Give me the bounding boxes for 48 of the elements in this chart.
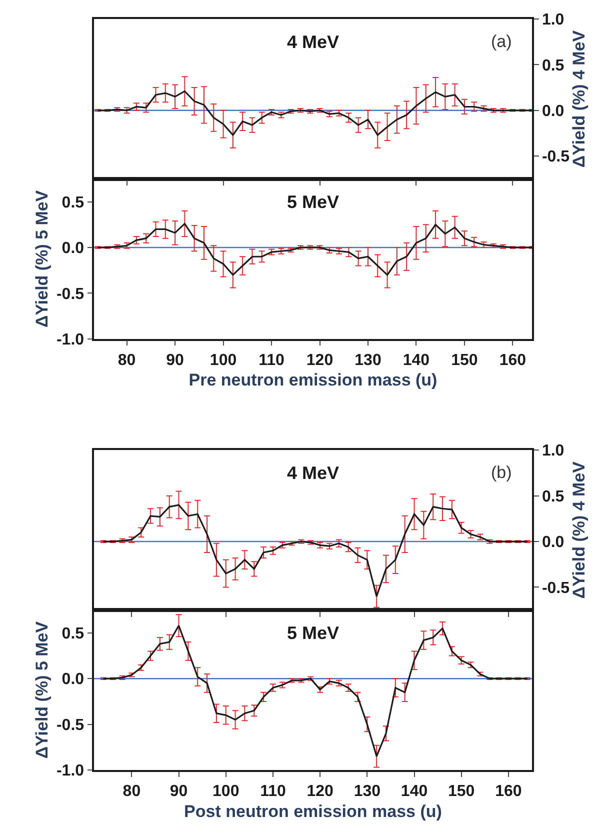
x-tick-label: 120	[306, 352, 334, 369]
x-tick-label: 150	[451, 352, 478, 369]
y2-tick-label: 0.5	[542, 488, 564, 506]
y2-tick-label: 1.0	[542, 12, 564, 29]
annotation: (b)	[491, 463, 512, 482]
y2-tick-label: 0.5	[542, 57, 564, 74]
x-tick-label: 130	[354, 782, 381, 800]
x-tick-label: 80	[122, 782, 141, 800]
y-axis-title: ΔYield (%) 5 MeV	[32, 190, 52, 328]
x-tick-label: 110	[260, 782, 286, 800]
line-series	[102, 624, 528, 758]
x-tick-label: 140	[402, 352, 430, 369]
y2-tick-label: 1.0	[542, 442, 564, 460]
y-axis-title: ΔYield (%) 5 MeV	[32, 620, 52, 759]
annotation: 5 MeV	[287, 192, 340, 212]
x-tick-label: 100	[210, 352, 237, 369]
y-tick-label: -0.5	[56, 286, 84, 303]
y2-tick-label: 0.0	[542, 534, 564, 552]
x-tick-label: 120	[306, 782, 334, 800]
x-tick-label: 150	[448, 782, 475, 800]
y-tick-label: 0.0	[62, 240, 84, 258]
x-tick-label: 140	[400, 782, 428, 800]
line-series	[102, 504, 528, 598]
y2-axis-title: ΔYield (%) 4 MeV	[570, 30, 589, 168]
x-tick-label: 110	[258, 352, 285, 369]
annotation: 5 MeV	[287, 623, 340, 643]
y-tick-label: -0.5	[56, 716, 84, 734]
x-tick-label: 90	[166, 352, 184, 369]
y-tick-label: -1.0	[56, 762, 84, 780]
x-tick-label: 90	[170, 782, 188, 800]
annotation: 4 MeV	[287, 32, 340, 52]
y-tick-label: 0.0	[62, 671, 84, 688]
y2-tick-label: 0.0	[542, 102, 564, 120]
annotation: (a)	[491, 32, 512, 51]
y-tick-label: 0.5	[62, 194, 84, 212]
x-axis-title: Pre neutron emission mass (u)	[188, 370, 438, 390]
annotation: 4 MeV	[287, 463, 340, 483]
y2-axis-title: ΔYield (%) 4 MeV	[570, 460, 589, 599]
x-tick-label: 80	[118, 352, 136, 369]
x-tick-label: 160	[495, 782, 522, 800]
x-axis-title: Post neutron emission mass (u)	[184, 802, 442, 821]
y-tick-label: 0.5	[62, 626, 84, 643]
y-tick-label: -1.0	[56, 331, 84, 348]
x-tick-label: 160	[499, 352, 526, 369]
y2-tick-label: -0.5	[542, 148, 570, 166]
x-tick-label: 100	[212, 782, 240, 800]
y2-tick-label: -0.5	[542, 580, 570, 597]
x-tick-label: 130	[354, 352, 382, 369]
